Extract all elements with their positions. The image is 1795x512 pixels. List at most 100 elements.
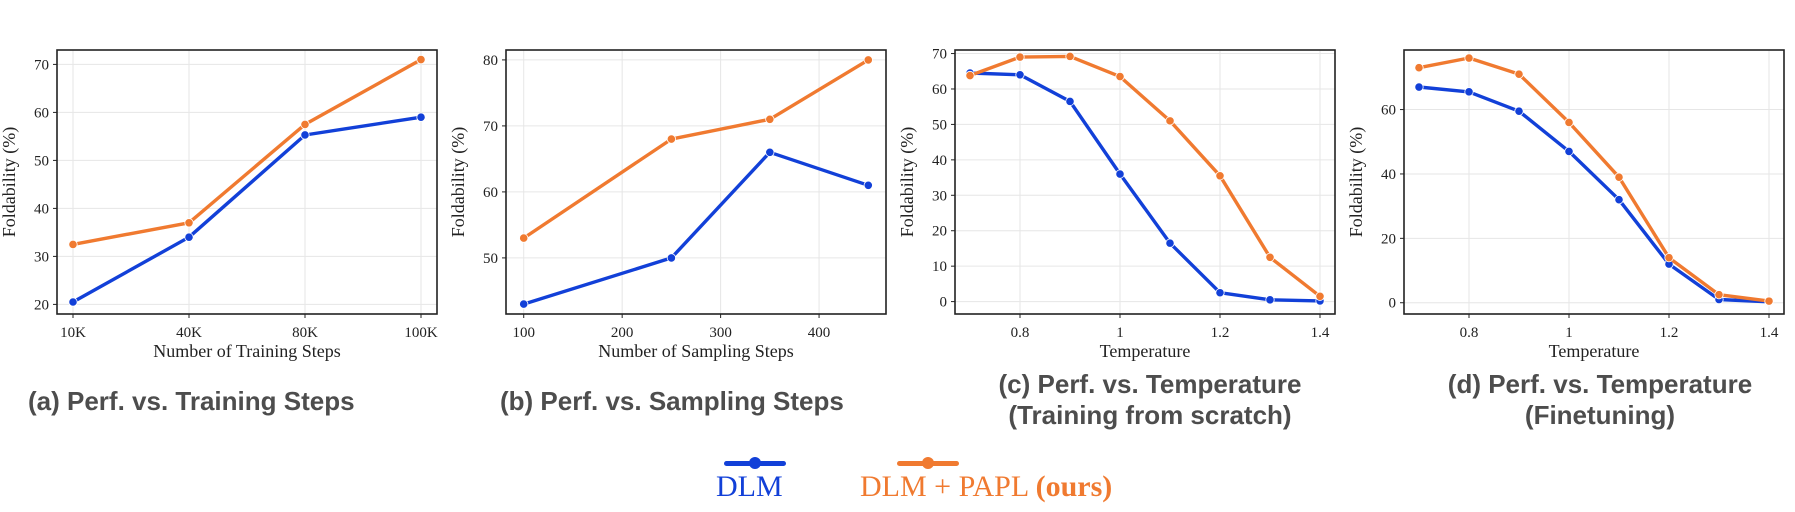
y-tick-label-c-2: 20 [932, 224, 947, 240]
data-point-c-papl-2 [1065, 51, 1075, 61]
legend-papl-name: DLM + PAPL [860, 470, 1029, 503]
y-tick-label-a-5: 70 [34, 57, 49, 73]
charts-canvas: 10K 40K 80K 100K 20 30 40 50 60 70 Number of Train… [0, 47, 1785, 361]
y-tick-label-d-2: 40 [1381, 167, 1396, 183]
chart-d: 0.8 1 1.2 1.4 0 20 40 60 Temperature Foldability … [1346, 49, 1785, 361]
x-tick-label-d-2: 1.2 [1660, 325, 1679, 341]
y-tick-label-c-1: 10 [932, 259, 947, 275]
chart-a: 10K 40K 80K 100K 20 30 40 50 60 70 Number of Train… [0, 49, 438, 361]
data-point-c-papl-5 [1215, 171, 1225, 181]
data-point-a-dlm-3 [416, 112, 426, 122]
x-tick-label-a-1: 40K [176, 325, 202, 341]
caption-d-line-2: (Finetuning) [1524, 400, 1676, 430]
x-tick-label-c-2: 1.2 [1211, 325, 1230, 341]
caption-d: (d) Perf. vs. Temperature (Finetuning) [1400, 369, 1795, 431]
caption-b: (b) Perf. vs. Sampling Steps [500, 386, 844, 417]
y-tick-label-c-4: 40 [932, 153, 947, 169]
data-point-b-papl-3 [863, 55, 873, 65]
data-point-d-papl-5 [1664, 253, 1674, 263]
y-tick-label-d-3: 60 [1381, 103, 1396, 119]
data-point-d-dlm-0 [1414, 82, 1424, 92]
data-point-a-dlm-0 [68, 297, 78, 307]
caption-a-line-1: (a) Perf. vs. Training Steps [28, 386, 355, 416]
x-axis-label-c: Temperature [1100, 341, 1191, 361]
data-point-b-dlm-3 [863, 180, 873, 190]
series-line-d-dlm [1417, 85, 1771, 304]
data-point-b-dlm-0 [519, 299, 529, 309]
caption-c-line-1: (c) Perf. vs. Temperature [998, 369, 1302, 399]
caption-d-line-1: (d) Perf. vs. Temperature [1447, 369, 1753, 399]
x-tick-label-d-1: 1 [1565, 325, 1573, 341]
x-tick-label-a-2: 80K [292, 325, 318, 341]
data-point-d-papl-3 [1564, 117, 1574, 128]
plot-frame-d [1403, 49, 1785, 315]
y-tick-label-b-3: 80 [483, 53, 498, 69]
y-axis-label-b: Foldability (%) [448, 127, 469, 238]
x-tick-label-a-3: 100K [404, 325, 438, 341]
data-point-c-dlm-6 [1265, 295, 1275, 305]
series-line-d-papl [1417, 56, 1771, 303]
data-point-b-dlm-2 [765, 147, 775, 157]
y-axis-label-c: Foldability (%) [897, 127, 918, 238]
y-tick-label-b-0: 50 [483, 251, 498, 267]
y-tick-label-a-0: 20 [34, 297, 49, 313]
data-point-a-papl-2 [300, 119, 310, 130]
data-point-b-dlm-1 [666, 253, 676, 263]
plot-frame-a [56, 49, 438, 315]
y-tick-label-a-1: 30 [34, 249, 49, 265]
data-point-d-papl-0 [1414, 63, 1424, 73]
caption-c: (c) Perf. vs. Temperature (Training from… [950, 369, 1350, 431]
plot-frame-c [954, 49, 1336, 315]
x-tick-label-c-1: 1 [1116, 325, 1124, 341]
y-tick-label-c-3: 30 [932, 188, 947, 204]
y-tick-label-c-0: 0 [940, 295, 948, 311]
series-line-a-papl [71, 57, 423, 247]
data-point-c-dlm-2 [1065, 96, 1075, 106]
data-point-c-papl-7 [1315, 291, 1325, 301]
legend-papl-label: DLM + PAPL (ours) [860, 470, 1112, 504]
series-line-c-dlm [968, 71, 1322, 303]
data-point-d-dlm-2 [1514, 106, 1524, 116]
data-point-b-papl-0 [519, 233, 529, 243]
x-axis-label-b: Number of Sampling Steps [598, 341, 794, 361]
data-point-c-papl-6 [1265, 252, 1275, 262]
y-tick-label-c-5: 50 [932, 117, 947, 133]
y-tick-label-b-2: 70 [483, 119, 498, 135]
data-point-d-papl-4 [1614, 172, 1624, 182]
data-point-b-papl-1 [666, 134, 676, 144]
data-point-c-dlm-4 [1165, 238, 1175, 248]
data-point-c-papl-4 [1165, 116, 1175, 126]
x-axis-label-a: Number of Training Steps [153, 341, 341, 361]
legend-papl-suffix: (ours) [1035, 470, 1113, 503]
y-tick-label-d-1: 20 [1381, 231, 1396, 247]
data-point-d-dlm-1 [1464, 87, 1474, 97]
data-point-a-papl-0 [68, 239, 78, 249]
legend: DLM DLM + PAPL (ours) [0, 440, 1795, 512]
data-point-a-dlm-2 [300, 130, 310, 140]
y-tick-label-d-0: 0 [1389, 296, 1397, 312]
data-point-a-dlm-1 [184, 232, 194, 242]
data-point-d-dlm-3 [1564, 146, 1574, 157]
plot-frame-b [505, 49, 887, 315]
data-point-c-papl-3 [1115, 71, 1125, 82]
y-tick-label-a-4: 60 [34, 105, 49, 121]
caption-a: (a) Perf. vs. Training Steps [28, 386, 355, 417]
legend-dlm-label: DLM [716, 470, 783, 503]
y-axis-label-d: Foldability (%) [1346, 127, 1367, 238]
data-point-c-dlm-3 [1115, 169, 1125, 179]
y-tick-label-b-1: 60 [483, 185, 498, 201]
caption-b-line-1: (b) Perf. vs. Sampling Steps [500, 386, 844, 416]
data-point-c-papl-1 [1015, 52, 1025, 62]
x-tick-label-c-3: 1.4 [1311, 325, 1330, 341]
chart-c: 0.8 1 1.2 1.4 0 10 20 30 40 50 60 70 Temperature Fold… [897, 47, 1336, 361]
y-tick-label-c-7: 70 [932, 47, 947, 63]
data-point-d-papl-7 [1764, 296, 1774, 306]
series-line-b-dlm [522, 150, 870, 306]
data-point-c-papl-0 [965, 70, 975, 81]
x-axis-label-d: Temperature [1549, 341, 1640, 361]
x-tick-label-a-0: 10K [60, 325, 86, 341]
data-point-b-papl-2 [765, 114, 775, 124]
series-line-b-papl [522, 58, 870, 240]
legend-dlm-dot-marker [749, 457, 761, 469]
